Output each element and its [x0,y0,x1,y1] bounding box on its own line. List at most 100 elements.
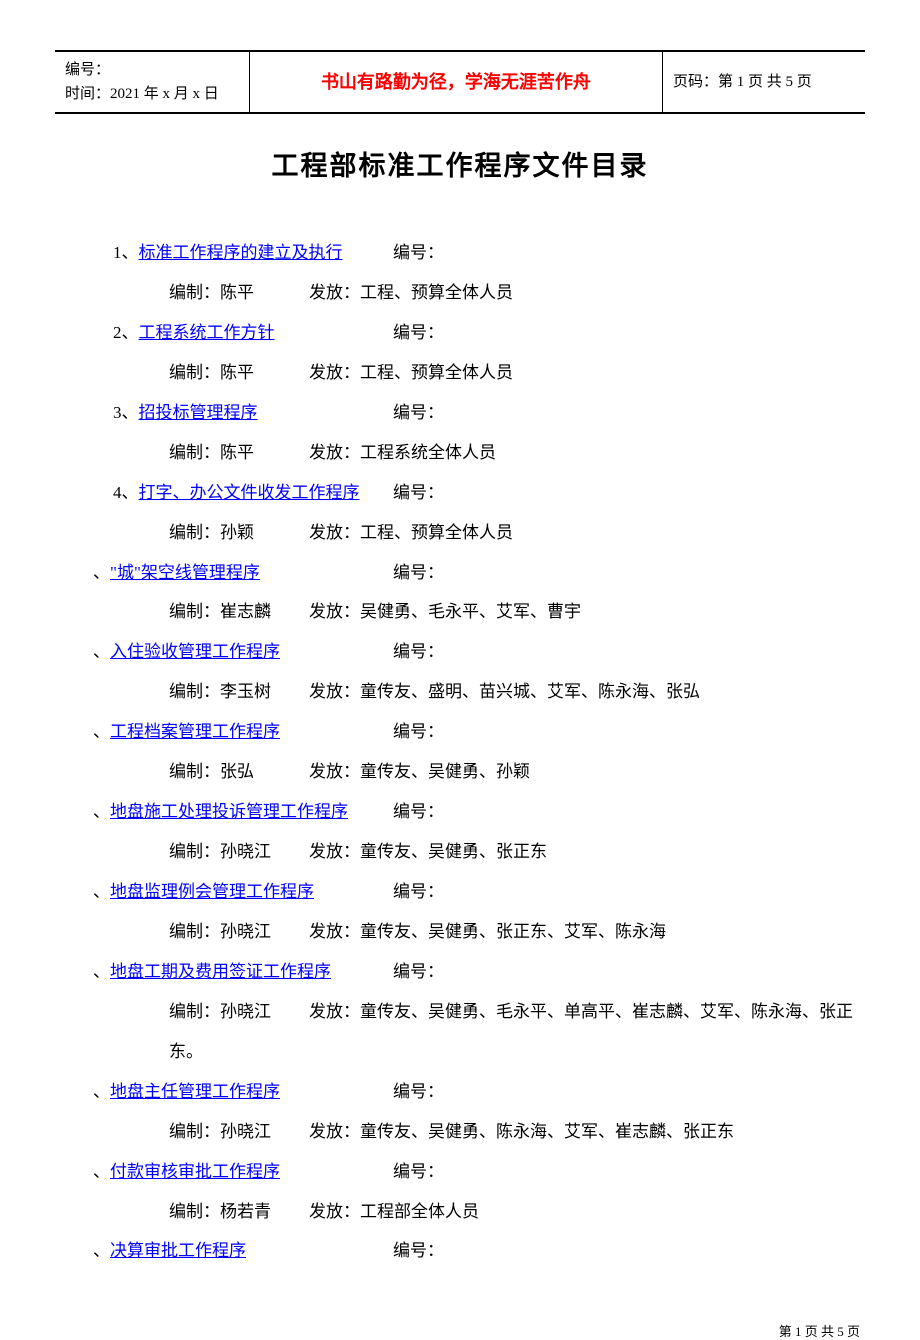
author-name: 张弘 [220,762,254,781]
bianhao-label: 编号： [393,243,444,262]
dist-names: 工程、预算全体人员 [360,283,513,302]
author-name: 孙晓江 [220,922,271,941]
dist-label: 发放： [309,682,360,701]
author-label: 编制： [169,682,220,701]
bianhao-label: 编号： [393,1241,444,1260]
dist-label: 发放： [309,922,360,941]
toc-entry-detail: 编制：崔志麟 发放：吴健勇、毛永平、艾军、曹宇 [113,592,855,632]
entry-link[interactable]: 地盘主任管理工作程序 [110,1082,280,1101]
author-name: 陈平 [220,443,254,462]
document-page: 编号： 时间：2021 年 x 月 x 日 书山有路勤为径，学海无涯苦作舟 页码… [0,0,920,1301]
header-left: 编号： 时间：2021 年 x 月 x 日 [55,51,249,113]
entry-index: 4、 [113,483,139,502]
dist-label: 发放： [309,1002,360,1021]
author-name: 孙晓江 [220,842,271,861]
author-name: 孙晓江 [220,1002,271,1021]
toc-entry-detail: 编制：张弘发放：童传友、吴健勇、孙颖 [113,752,855,792]
bianhao-label: 编号： [393,642,444,661]
entry-link[interactable]: 决算审批工作程序 [110,1241,246,1260]
toc-list: 1、标准工作程序的建立及执行编号：编制：陈平发放：工程、预算全体人员2、工程系统… [55,233,865,1271]
bianhao-label: 编号： [393,802,444,821]
author-label: 编制： [169,762,220,781]
bianhao-label: 编号： [393,483,444,502]
dist-label: 发放： [309,762,360,781]
author-label: 编制： [169,922,220,941]
toc-entry-title: 、决算审批工作程序 编号： [93,1231,855,1271]
entry-index: 、 [93,802,110,821]
toc-entry-title: 、付款审核审批工作程序编号： [93,1152,855,1192]
entry-link[interactable]: 招投标管理程序 [139,403,258,422]
entry-link[interactable]: 地盘监理例会管理工作程序 [110,882,314,901]
bianhao-label: 编号： [393,323,444,342]
toc-entry-title: 3、招投标管理程序编号： [113,393,855,433]
entry-link[interactable]: 地盘工期及费用签证工作程序 [110,962,331,981]
author-label: 编制： [169,443,220,462]
bianhao-label: 编号： [393,403,444,422]
dist-label: 发放： [309,283,360,302]
author-name: 崔志麟 [220,602,271,621]
toc-entry-detail: 编制：陈平发放：工程、预算全体人员 [113,273,855,313]
dist-names: 工程部全体人员 [360,1202,479,1221]
motto-text: 书山有路勤为径，学海无涯苦作舟 [321,72,591,92]
toc-entry-detail: 编制：李玉树 发放：童传友、盛明、苗兴城、艾军、陈永海、张弘 [113,672,855,712]
toc-entry-detail: 编制：孙颖发放：工程、预算全体人员 [113,513,855,553]
dist-names: 工程、预算全体人员 [360,363,513,382]
doc-number-label: 编号： [65,62,110,78]
author-name: 孙颖 [220,523,254,542]
entry-index: 、 [93,563,110,582]
author-label: 编制： [169,523,220,542]
entry-link[interactable]: 工程系统工作方针 [139,323,275,342]
bianhao-label: 编号： [393,722,444,741]
author-name: 李玉树 [220,682,271,701]
toc-entry-title: 、"城"架空线管理程序编号： [93,553,855,593]
page-indicator: 页码：第 1 页 共 5 页 [673,74,812,90]
entry-index: 1、 [113,243,139,262]
dist-label: 发放： [309,842,360,861]
author-name: 孙晓江 [220,1122,271,1141]
dist-label: 发放： [309,1122,360,1141]
toc-entry-title: 、地盘主任管理工作程序编号： [93,1072,855,1112]
dist-names: 童传友、盛明、苗兴城、艾军、陈永海、张弘 [360,682,700,701]
toc-entry-detail: 编制：陈平发放：工程、预算全体人员 [113,353,855,393]
entry-link[interactable]: "城"架空线管理程序 [110,563,260,582]
entry-index: 、 [93,962,110,981]
dist-names: 工程、预算全体人员 [360,523,513,542]
dist-names: 吴健勇、毛永平、艾军、曹宇 [360,602,581,621]
toc-entry-title: 4、打字、办公文件收发工作程序 编号： [113,473,855,513]
toc-entry-detail: 编制：孙晓江发放：童传友、吴健勇、毛永平、单高平、崔志麟、艾军、陈永海、张正东。 [113,992,855,1072]
header-center: 书山有路勤为径，学海无涯苦作舟 [249,51,662,113]
dist-label: 发放： [309,443,360,462]
dist-label: 发放： [309,602,360,621]
entry-index: 、 [93,1241,110,1260]
dist-label: 发放： [309,363,360,382]
entry-index: 、 [93,1162,110,1181]
toc-entry-title: 、工程档案管理工作程序 编号： [93,712,855,752]
entry-link[interactable]: 工程档案管理工作程序 [110,722,280,741]
author-label: 编制： [169,1002,220,1021]
entry-index: 、 [93,642,110,661]
toc-entry-detail: 编制：孙晓江 发放：童传友、吴健勇、张正东、艾军、陈永海 [113,912,855,952]
bianhao-label: 编号： [393,882,444,901]
toc-entry-title: 2、工程系统工作方针编号： [113,313,855,353]
header-right: 页码：第 1 页 共 5 页 [662,51,865,113]
entry-link[interactable]: 标准工作程序的建立及执行 [139,243,343,262]
entry-link[interactable]: 入住验收管理工作程序 [110,642,280,661]
toc-entry-detail: 编制：陈平 发放：工程系统全体人员 [113,433,855,473]
toc-entry-title: 、地盘施工处理投诉管理工作程序 编号： [93,792,855,832]
entry-link[interactable]: 打字、办公文件收发工作程序 [139,483,360,502]
author-name: 杨若青 [220,1202,271,1221]
toc-entry-detail: 编制：孙晓江发放：童传友、吴健勇、张正东 [113,832,855,872]
bianhao-label: 编号： [393,962,444,981]
author-label: 编制： [169,1122,220,1141]
entry-link[interactable]: 付款审核审批工作程序 [110,1162,280,1181]
entry-link[interactable]: 地盘施工处理投诉管理工作程序 [110,802,348,821]
author-label: 编制： [169,602,220,621]
toc-entry-detail: 编制：杨若青发放：工程部全体人员 [113,1192,855,1232]
author-name: 陈平 [220,363,254,382]
entry-index: 、 [93,1082,110,1101]
dist-names: 童传友、吴健勇、张正东、艾军、陈永海 [360,922,666,941]
toc-entry-title: 、地盘监理例会管理工作程序编号： [93,872,855,912]
entry-index: 、 [93,722,110,741]
dist-names: 工程系统全体人员 [360,443,496,462]
page-title: 工程部标准工作程序文件目录 [55,144,865,183]
